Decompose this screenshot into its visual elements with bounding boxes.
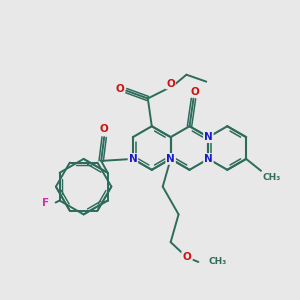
Text: N: N — [128, 154, 137, 164]
Text: O: O — [190, 86, 199, 97]
Text: F: F — [42, 197, 49, 208]
Text: CH₃: CH₃ — [263, 173, 281, 182]
Text: O: O — [182, 252, 191, 262]
Text: N: N — [204, 132, 213, 142]
Text: N: N — [204, 154, 213, 164]
Text: O: O — [166, 79, 175, 88]
Text: CH₃: CH₃ — [208, 257, 226, 266]
Text: O: O — [100, 124, 109, 134]
Text: O: O — [116, 84, 124, 94]
Text: N: N — [166, 154, 175, 164]
